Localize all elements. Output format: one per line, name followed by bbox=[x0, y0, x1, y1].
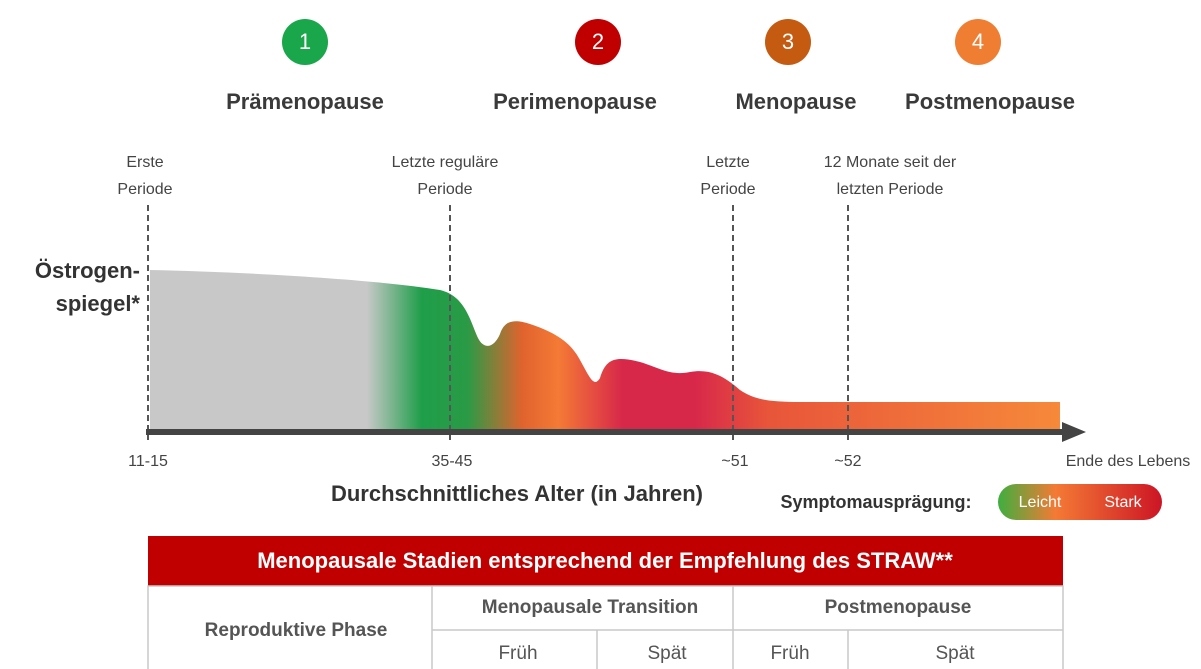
y-label: Östrogen- bbox=[35, 258, 140, 283]
x-label: Durchschnittliches Alter (in Jahren) bbox=[331, 481, 703, 506]
table-header bbox=[148, 536, 1063, 586]
estrogen-curve bbox=[150, 270, 1060, 432]
stage-number: 4 bbox=[972, 29, 984, 54]
stage-circle bbox=[282, 19, 328, 65]
stage-name: Perimenopause bbox=[493, 89, 657, 114]
stage-circle bbox=[955, 19, 1001, 65]
legend-pill bbox=[998, 484, 1162, 520]
event-label: Erste bbox=[126, 154, 163, 171]
event-label: Periode bbox=[117, 181, 172, 198]
age-label: 11-15 bbox=[128, 453, 168, 470]
event-label: Letzte reguläre bbox=[392, 154, 499, 171]
table-cell: Menopausale Transition bbox=[482, 597, 698, 618]
table-title: Menopausale Stadien entsprechend der Emp… bbox=[257, 548, 953, 573]
stage-name: Postmenopause bbox=[905, 89, 1075, 114]
stage-name: Prämenopause bbox=[226, 89, 384, 114]
age-label: Ende des Lebens bbox=[1066, 453, 1191, 470]
axis-arrow bbox=[1062, 422, 1086, 442]
legend-low: Leicht bbox=[1019, 494, 1062, 511]
event-label: Periode bbox=[700, 181, 755, 198]
stage-circle bbox=[765, 19, 811, 65]
legend-high: Stark bbox=[1104, 494, 1142, 511]
table-cell: Spät bbox=[647, 643, 687, 664]
table-cell: Reproduktive Phase bbox=[205, 620, 388, 641]
stage-number: 3 bbox=[782, 29, 794, 54]
age-label: ~51 bbox=[721, 453, 748, 470]
event-label: letzten Periode bbox=[837, 181, 944, 198]
legend-title: Symptomausprägung: bbox=[780, 492, 971, 512]
table-body bbox=[147, 585, 1064, 669]
stage-number: 2 bbox=[592, 29, 604, 54]
y-label: spiegel* bbox=[56, 291, 141, 316]
table-cell: Früh bbox=[770, 643, 809, 664]
stage-number: 1 bbox=[299, 29, 311, 54]
stage-name: Menopause bbox=[735, 89, 856, 114]
age-label: ~52 bbox=[834, 453, 861, 470]
table-cell: Früh bbox=[498, 643, 537, 664]
event-label: 12 Monate seit der bbox=[824, 154, 957, 171]
table-cell: Postmenopause bbox=[825, 597, 972, 618]
stage-circle bbox=[575, 19, 621, 65]
event-label: Periode bbox=[417, 181, 472, 198]
age-label: 35-45 bbox=[432, 453, 473, 470]
event-label: Letzte bbox=[706, 154, 750, 171]
table-cell: Spät bbox=[935, 643, 975, 664]
